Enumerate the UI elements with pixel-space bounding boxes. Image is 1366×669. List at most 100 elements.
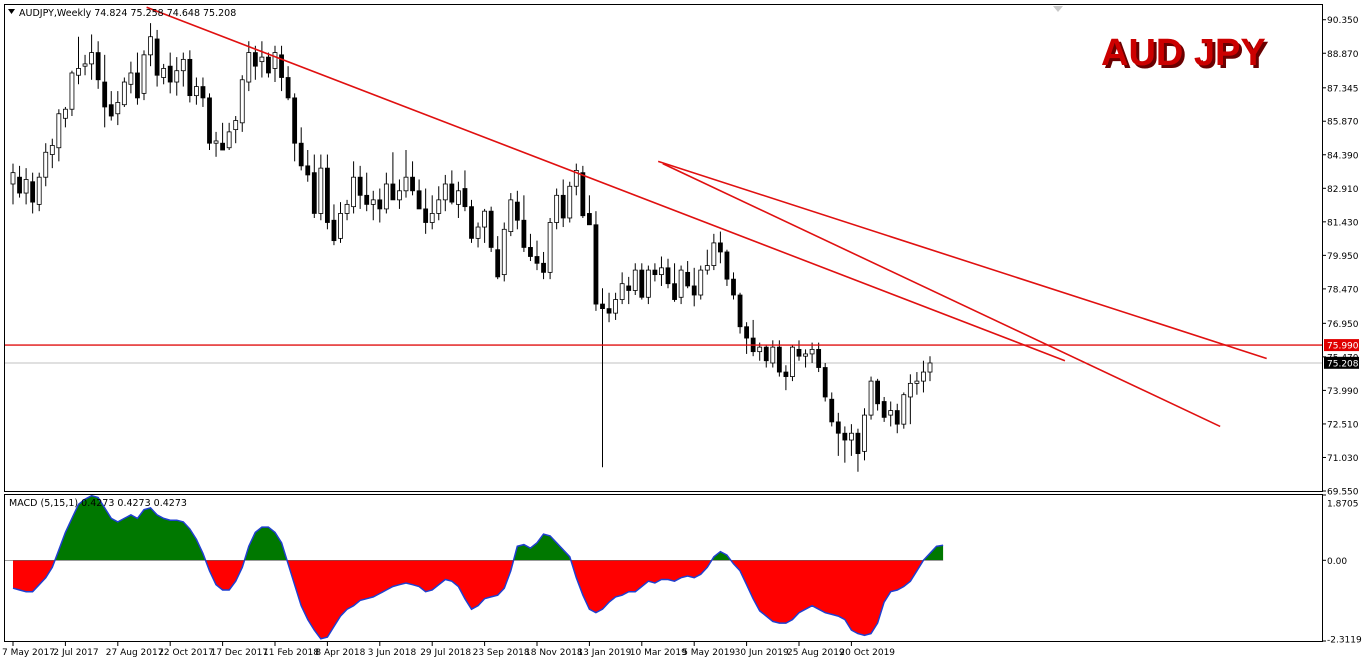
trendline-upper: [657, 160, 1267, 360]
candle-body: [921, 371, 926, 382]
macd-axis-label: 1.8705: [1327, 500, 1359, 510]
candle-body: [888, 410, 894, 416]
time-axis-label: 7 May 2017: [2, 648, 55, 658]
candle-body: [416, 190, 422, 210]
candle-body: [449, 183, 455, 203]
candle-body: [148, 36, 153, 56]
candle-body: [95, 52, 101, 81]
candle-body: [881, 401, 887, 418]
candle-body: [410, 176, 415, 192]
candle-body: [613, 299, 618, 314]
candle-body: [193, 86, 199, 97]
candle-body: [187, 58, 193, 97]
candle-body: [495, 249, 501, 278]
candle-body: [678, 269, 684, 298]
candle-body: [731, 278, 736, 296]
time-axis-label: 17 Dec 2017: [211, 648, 269, 658]
price-axis-label: 73.990: [1327, 387, 1359, 397]
candle-body: [901, 394, 907, 425]
time-axis-label: 20 Oct 2019: [839, 648, 895, 658]
time-axis-label: 23 Sep 2018: [473, 648, 530, 658]
candle-body: [573, 169, 579, 187]
candle-body: [776, 346, 782, 373]
macd-layer: [5, 494, 944, 640]
price-axis-label: 72.510: [1327, 420, 1359, 430]
candle-body: [69, 72, 75, 110]
candle-body: [285, 77, 291, 99]
candle-body: [711, 242, 717, 266]
candle-body: [665, 267, 671, 285]
time-axis-label: 11 Feb 2018: [263, 648, 319, 658]
candle-body: [102, 81, 108, 108]
price-axis-label: 69.550: [1327, 488, 1359, 498]
candle-body: [298, 142, 304, 167]
candle-body: [370, 199, 376, 205]
candle-body: [645, 269, 651, 298]
candle-body: [272, 52, 278, 69]
candle-body: [835, 421, 841, 434]
candle-body: [207, 97, 212, 144]
symbol-menu-icon[interactable]: [8, 9, 15, 14]
candle-body: [56, 113, 62, 149]
candle-body: [180, 58, 186, 72]
candle-body: [770, 346, 776, 364]
candle-body: [10, 172, 16, 185]
candle-body: [233, 120, 239, 131]
time-axis-label: 5 May 2019: [682, 648, 735, 658]
candle-body: [331, 219, 337, 242]
candle-body: [619, 283, 625, 300]
main-layer: [5, 6, 1322, 472]
candle-body: [135, 72, 140, 99]
candle-body: [357, 176, 363, 196]
candle-body: [63, 108, 68, 119]
candle-body: [108, 104, 114, 117]
axis-layer: 90.350 88.870 87.345 85.870 84.390 82.910 81.4…: [2, 16, 1362, 658]
candle-body: [128, 72, 134, 85]
candle-body: [36, 176, 42, 205]
candle-body: [200, 86, 206, 99]
main-panel-frame: [4, 4, 1323, 492]
candle-body: [49, 145, 55, 155]
symbol-info: AUDJPY,Weekly 74.824 75.258 74.648 75.20…: [19, 8, 236, 19]
candle-body: [757, 346, 763, 353]
chart-shift-marker[interactable]: [1053, 6, 1063, 12]
watermark: AUD JPY: [1101, 32, 1266, 74]
price-axis-label: 87.345: [1327, 84, 1359, 94]
macd-label: MACD (5,15,1) 0.4273 0.4273 0.4273: [9, 498, 187, 509]
price-axis-label: 85.870: [1327, 118, 1359, 128]
candle-body: [685, 271, 691, 287]
time-axis-label: 18 Nov 2018: [525, 648, 583, 658]
candle-body: [403, 176, 409, 192]
time-axis-label: 27 Aug 2017: [106, 648, 164, 658]
macd-negative-area: [13, 560, 944, 639]
macd-positive-area: [54, 495, 944, 561]
time-axis-label: 3 Jun 2018: [368, 648, 417, 658]
candle-body: [652, 269, 658, 276]
candle-body: [89, 52, 94, 65]
candle-body: [501, 228, 507, 276]
candle-body: [161, 68, 167, 78]
candle-body: [541, 262, 546, 273]
candle-body: [632, 269, 638, 291]
candle-body: [220, 142, 226, 151]
candle-body: [30, 181, 36, 203]
candle-body: [809, 348, 815, 355]
candle-body: [914, 380, 920, 384]
trendline-long: [146, 6, 1066, 362]
candle-body: [213, 140, 219, 144]
candle-body: [560, 194, 566, 219]
candle-body: [894, 410, 900, 425]
candle-body: [698, 269, 704, 296]
candle-body: [174, 70, 180, 83]
candle-body: [383, 183, 389, 210]
candle-body: [475, 226, 481, 239]
candle-body: [121, 81, 127, 106]
candle-body: [514, 201, 520, 221]
candle-body: [606, 308, 612, 314]
candle-body: [76, 68, 81, 76]
candle-body: [351, 176, 357, 208]
candle-body: [429, 213, 435, 223]
candle-body: [226, 131, 232, 149]
time-axis-label: 13 Jan 2019: [577, 648, 631, 658]
